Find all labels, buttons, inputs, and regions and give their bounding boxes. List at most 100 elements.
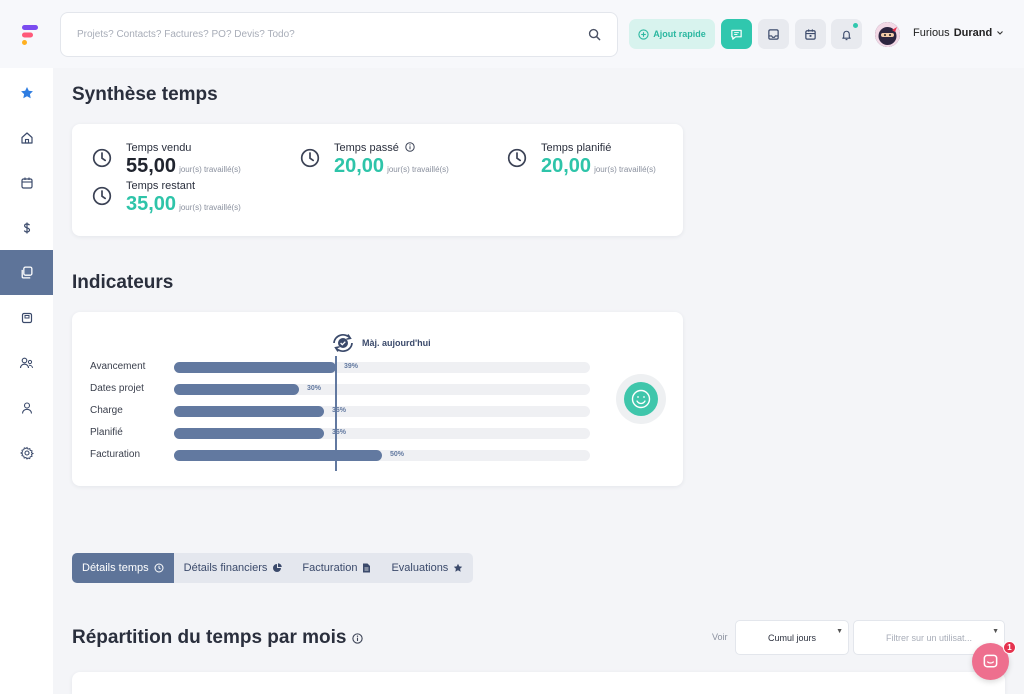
star-icon (20, 86, 33, 98)
today-marker (335, 356, 337, 471)
stat-temps-vendu: Temps vendu 55,00 jour(s) travaillé(s) (92, 142, 241, 178)
indicator-name: Charge (90, 405, 123, 416)
stat-temps-passe: Temps passé 20,00 jour(s) travaillé(s) (300, 142, 449, 178)
avatar[interactable] (875, 22, 900, 47)
quick-add-button[interactable]: Ajout rapide (629, 19, 715, 49)
app-logo[interactable] (20, 24, 40, 46)
indicator-track (174, 428, 590, 439)
tab-details-financiers[interactable]: Détails financiers (174, 553, 293, 583)
ninja-avatar-icon (875, 22, 900, 47)
chat-badge: 1 (1003, 641, 1016, 654)
user-last-name: Durand (953, 27, 993, 39)
tab-label: Facturation (302, 562, 358, 574)
sidebar-item-settings[interactable] (0, 430, 53, 475)
sidebar-item-profile[interactable] (0, 385, 53, 430)
indicator-row: Planifié 36% (90, 427, 610, 439)
chat-bubble-icon (983, 654, 998, 668)
quick-add-label: Ajout rapide (653, 29, 706, 39)
sidebar-item-home[interactable] (0, 115, 53, 160)
tab-evaluations[interactable]: Evaluations (381, 553, 473, 583)
indicator-row: Facturation 50% (90, 449, 610, 461)
indicator-bar (174, 406, 324, 417)
tab-label: Evaluations (391, 562, 449, 574)
sidebar-item-calendar[interactable] (0, 160, 53, 205)
indicator-bar (174, 362, 336, 373)
indicator-name: Facturation (90, 449, 141, 460)
repartition-title: Répartition du temps par mois (72, 627, 347, 648)
indicator-percent: 36% (332, 429, 347, 436)
tab-label: Détails temps (82, 562, 149, 574)
search-input[interactable] (61, 13, 561, 56)
home-icon (20, 131, 33, 144)
sidebar-item-finance[interactable] (0, 205, 53, 250)
tab-label: Détails financiers (183, 562, 268, 574)
chat-icon (731, 29, 742, 40)
stat-unit: jour(s) travaillé(s) (179, 165, 241, 174)
sidebar (0, 68, 53, 694)
stat-unit: jour(s) travaillé(s) (387, 165, 449, 174)
indicator-track (174, 384, 590, 395)
stat-label: Temps restant (126, 180, 196, 192)
stat-label: Temps planifié (541, 142, 612, 154)
stat-value: 55,00 (126, 155, 177, 177)
stat-value: 35,00 (126, 193, 177, 215)
bell-icon (842, 30, 851, 40)
synthese-title: Synthèse temps (72, 84, 218, 105)
clock-icon (154, 563, 164, 573)
stat-temps-planifie: Temps planifié 20,00 jour(s) travaillé(s… (507, 142, 656, 178)
clock-icon (507, 148, 527, 168)
messages-button[interactable] (721, 19, 752, 49)
sidebar-item-contacts[interactable] (0, 340, 53, 385)
synthese-card: Temps vendu 55,00 jour(s) travaillé(s) T… (72, 124, 683, 236)
user-menu[interactable]: Furious Durand (913, 27, 1004, 39)
sync-check-icon[interactable] (330, 332, 356, 354)
stat-unit: jour(s) travaillé(s) (179, 203, 241, 212)
inbox-button[interactable] (758, 19, 789, 49)
user-icon (21, 401, 32, 414)
indicator-row: Avancement 39% (90, 361, 610, 373)
tab-facturation[interactable]: Facturation (292, 553, 381, 583)
indicator-percent: 39% (344, 363, 359, 370)
indicator-bar (174, 450, 382, 461)
plus-circle-icon (638, 28, 649, 40)
indicator-percent: 30% (307, 385, 322, 392)
stat-temps-restant: Temps restant 35,00 jour(s) travaillé(s) (92, 180, 241, 216)
user-filter-select[interactable]: Filtrer sur un utilisat... ▼ (853, 620, 1005, 655)
indicator-track (174, 362, 590, 373)
indicator-percent: 50% (390, 451, 405, 458)
voir-label: Voir (712, 632, 728, 642)
repartition-card (72, 672, 1005, 694)
stat-label: Temps passé (334, 142, 399, 154)
clock-icon (300, 148, 320, 168)
indicator-row: Dates projet 30% (90, 383, 610, 395)
cumul-select[interactable]: Cumul jours ▼ (735, 620, 849, 655)
clock-icon (92, 148, 112, 168)
top-bar: Ajout rapide (0, 0, 1024, 68)
indicator-row: Charge 36% (90, 405, 610, 417)
indicator-percent: 36% (332, 407, 347, 414)
smiley-icon (631, 389, 651, 409)
filter-placeholder: Filtrer sur un utilisat... (885, 632, 973, 643)
chat-launcher-button[interactable] (972, 643, 1009, 680)
indicator-track (174, 450, 590, 461)
indicateurs-card: Màj. aujourd'hui Avancement 39% Dates proj… (72, 312, 683, 486)
box-icon (21, 312, 32, 323)
document-icon (363, 563, 371, 573)
stat-label: Temps vendu (126, 142, 192, 154)
user-first-name: Furious (913, 27, 950, 39)
calendar-icon (20, 177, 33, 189)
search-bar (60, 12, 618, 57)
sidebar-item-products[interactable] (0, 295, 53, 340)
sidebar-item-projects[interactable] (0, 250, 53, 295)
sidebar-item-favorites[interactable] (0, 70, 53, 115)
calendar-button[interactable] (795, 19, 826, 49)
tab-details-temps[interactable]: Détails temps (72, 553, 174, 583)
calendar-icon (805, 28, 816, 40)
notifications-button[interactable] (831, 19, 862, 49)
info-icon[interactable] (352, 632, 364, 644)
dollar-icon (23, 222, 30, 233)
chevron-down-icon (997, 31, 1004, 35)
search-icon[interactable] (588, 28, 601, 41)
info-icon[interactable] (405, 142, 415, 152)
detail-tabs: Détails temps Détails financiers Factura… (72, 553, 474, 583)
